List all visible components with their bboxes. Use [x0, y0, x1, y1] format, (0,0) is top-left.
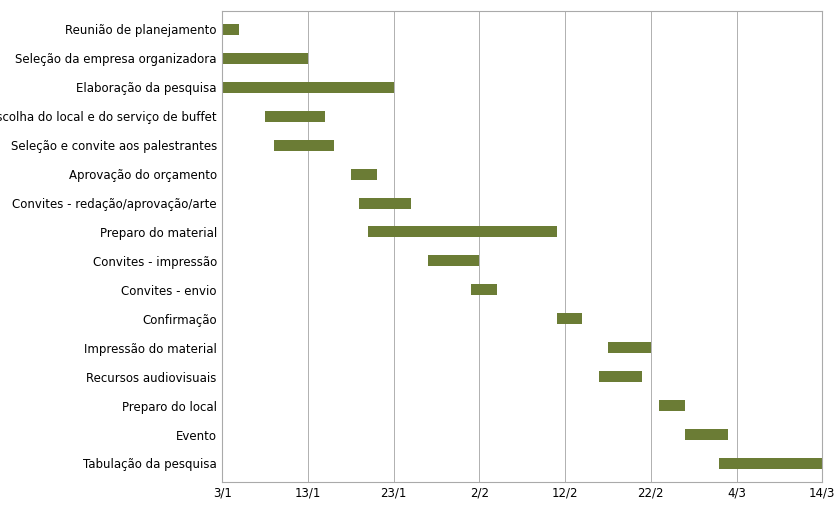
- Bar: [222, 82, 393, 93]
- Bar: [685, 429, 728, 440]
- Bar: [368, 226, 556, 237]
- Bar: [222, 24, 239, 35]
- Bar: [222, 342, 608, 353]
- Bar: [222, 198, 359, 208]
- Bar: [222, 458, 719, 469]
- Bar: [556, 313, 582, 324]
- Bar: [471, 285, 497, 295]
- Bar: [222, 313, 556, 324]
- Bar: [659, 400, 685, 411]
- Bar: [222, 53, 308, 64]
- Bar: [222, 371, 599, 382]
- Bar: [222, 111, 265, 122]
- Bar: [719, 458, 822, 469]
- Bar: [222, 226, 368, 237]
- Bar: [274, 140, 334, 151]
- Bar: [222, 255, 428, 267]
- Bar: [608, 342, 651, 353]
- Bar: [222, 285, 471, 295]
- Bar: [359, 198, 411, 208]
- Bar: [428, 255, 479, 267]
- Bar: [222, 140, 274, 151]
- Bar: [351, 169, 377, 180]
- Bar: [222, 169, 351, 180]
- Bar: [222, 400, 659, 411]
- Bar: [599, 371, 643, 382]
- Bar: [265, 111, 326, 122]
- Bar: [222, 429, 685, 440]
